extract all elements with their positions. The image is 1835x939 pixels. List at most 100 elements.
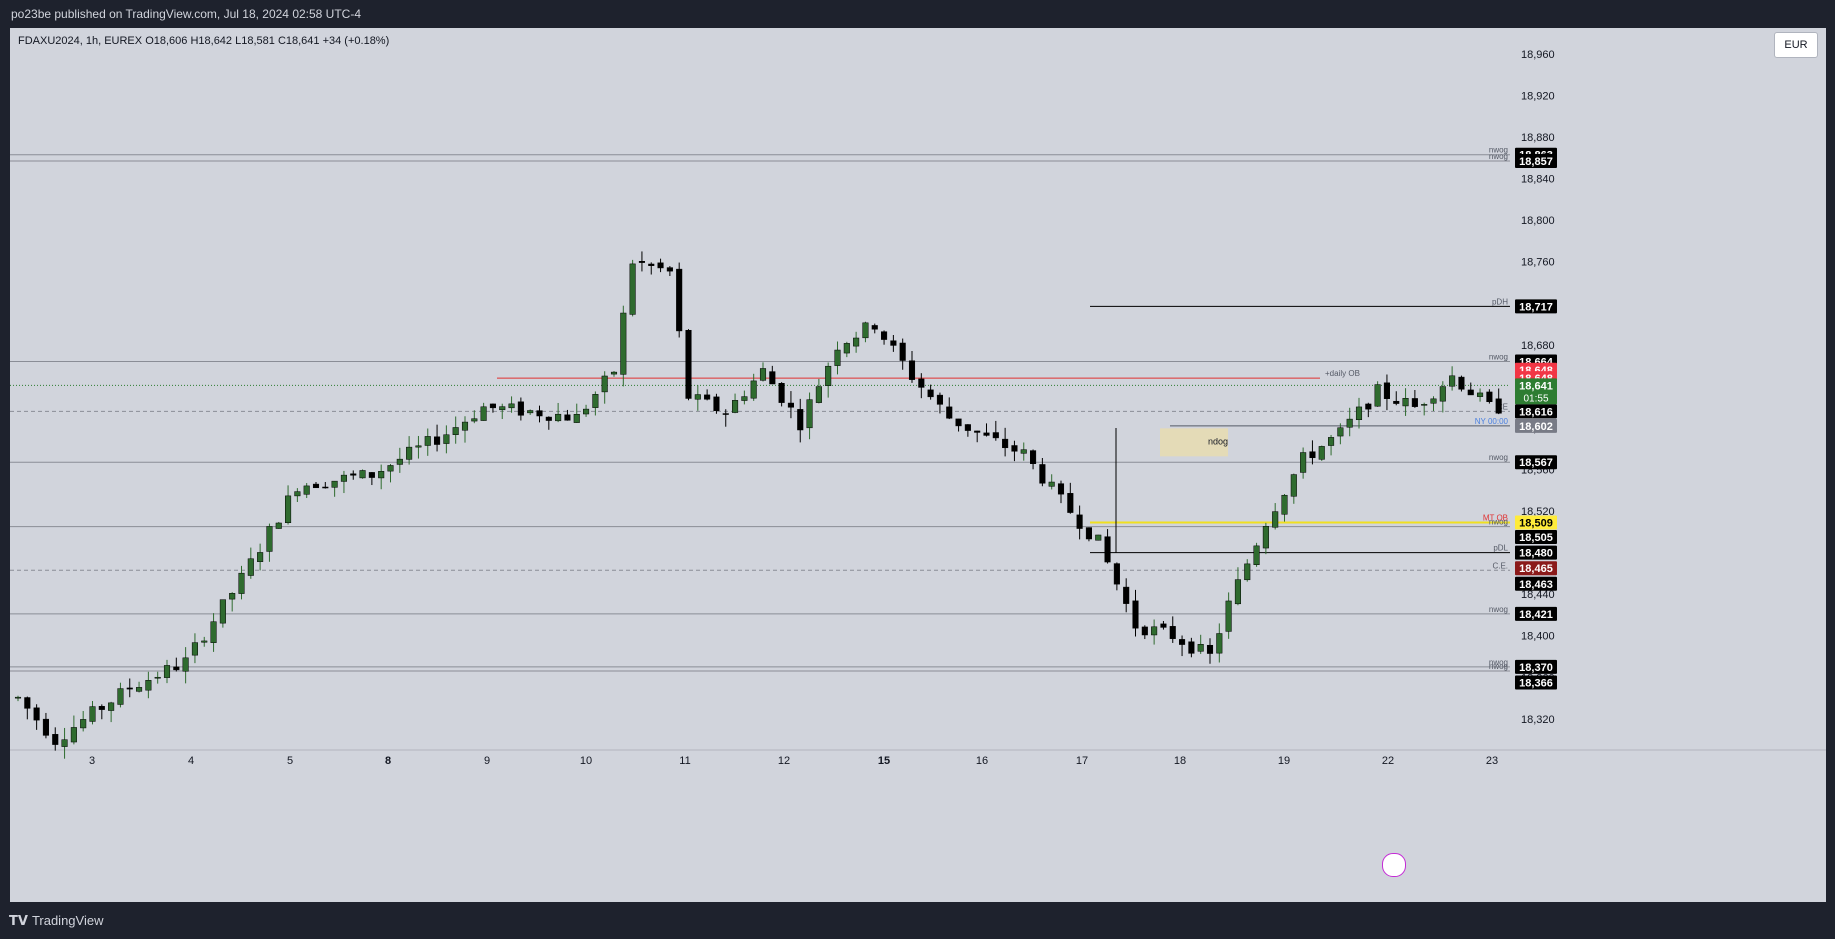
candle-body [1030,450,1037,464]
price-badge-label: 18,567 [1519,457,1553,469]
candle-body [1253,545,1260,565]
price-badge-label: 18,717 [1519,301,1553,313]
candle-body [163,665,171,678]
candle-body [1095,534,1102,541]
candle-body [1002,438,1009,449]
candle-body [1234,579,1241,605]
candle-body [992,432,999,439]
price-badge [1515,576,1557,591]
candle-body [797,409,804,431]
candle-body [620,312,627,375]
chart-pane[interactable]: 18,32018,36018,40018,44018,52018,56018,6… [10,28,1826,902]
replay-badge-icon[interactable] [1382,853,1406,877]
level-label: nwog [1489,146,1508,155]
candle-body [210,621,217,643]
candle-body [583,408,590,415]
symbol-legend: FDAXU2024, 1h, EUREX O18,606 H18,642 L18… [18,35,389,47]
price-badge [1515,545,1557,560]
candle-body [1290,474,1297,497]
price-badge [1515,659,1557,674]
candle-body [378,471,385,479]
candle-body [685,329,692,399]
candle-body [536,410,543,417]
candle-body [359,470,366,479]
currency-button[interactable]: EUR [1774,32,1818,58]
level-label: +daily OB [1325,369,1360,378]
price-badge [1515,515,1557,530]
candle-body [294,491,301,497]
y-tick-label: 18,400 [1521,631,1555,643]
legend-high: H18,642 [190,35,233,47]
candle-body [396,458,403,465]
candle-body [1104,536,1111,563]
candle-body [1421,404,1428,406]
x-tick-label: 3 [89,755,95,767]
price-badge-label: 18,465 [1519,563,1553,575]
price-badge [1515,561,1557,576]
candle-body [853,337,860,347]
candle-body [778,382,785,403]
candle-body [461,421,469,431]
price-badge [1515,404,1557,419]
publish-info-text: po23be published on TradingView.com, Jul… [11,7,362,21]
x-tick-label: 8 [385,755,391,767]
candle-body [1439,386,1446,402]
candle-body [1169,626,1176,639]
candle-body [1355,406,1363,420]
candle-body [33,707,40,721]
candle-body [759,368,767,381]
candle-body [1318,446,1325,460]
candle-body [908,360,916,380]
candle-body [862,322,869,339]
candle-body [1365,403,1372,410]
price-badge [1515,455,1557,470]
candle-body [1067,493,1074,513]
candle-body [1458,376,1465,390]
level-label: pDL [1493,544,1508,553]
tradingview-brand[interactable]: TV TradingView [9,913,103,929]
candle-body [1477,392,1484,397]
candle-body [666,267,673,272]
candle-body [1449,375,1456,387]
candlestick-chart[interactable]: 18,32018,36018,40018,44018,52018,56018,6… [10,28,1826,902]
candle-body [517,401,524,416]
price-badge-label: 18,505 [1519,532,1553,544]
candle-body [592,394,599,408]
price-badge-label: 18,463 [1519,579,1553,591]
candle-body [340,474,347,482]
candle-body [573,413,580,423]
candle-body [657,262,664,269]
candle-body [983,432,990,436]
candle-body [1020,449,1027,454]
price-badge [1515,299,1557,314]
candle-body [489,403,496,409]
candle-body [722,413,729,415]
candle-body [368,472,375,478]
candle-body [936,394,943,405]
candle-body [52,734,59,745]
candle-body [1206,644,1214,654]
x-tick-label: 17 [1076,755,1088,767]
y-tick-label: 18,320 [1521,714,1555,726]
x-tick-label: 16 [976,755,988,767]
level-label: nwog [1489,352,1508,361]
candle-body [946,406,953,419]
level-label: C.E. [1492,561,1508,570]
candle-body [182,657,189,672]
candle-body [769,371,776,385]
y-tick-label: 18,840 [1521,174,1555,186]
candle-body [1132,600,1139,629]
level-label: CE [1497,402,1508,411]
candle-body [191,642,198,656]
candle-body [974,430,981,433]
candle-body [24,697,31,709]
candle-body [285,495,292,524]
candle-body [499,406,506,411]
y-tick-label: 18,760 [1521,257,1555,269]
candle-body [610,371,618,375]
candle-body [1244,563,1251,581]
legend-close: C18,641 [277,35,320,47]
price-badge-label: 18,480 [1519,548,1553,560]
candle-body [424,436,431,446]
level-label: pDH [1492,297,1508,306]
